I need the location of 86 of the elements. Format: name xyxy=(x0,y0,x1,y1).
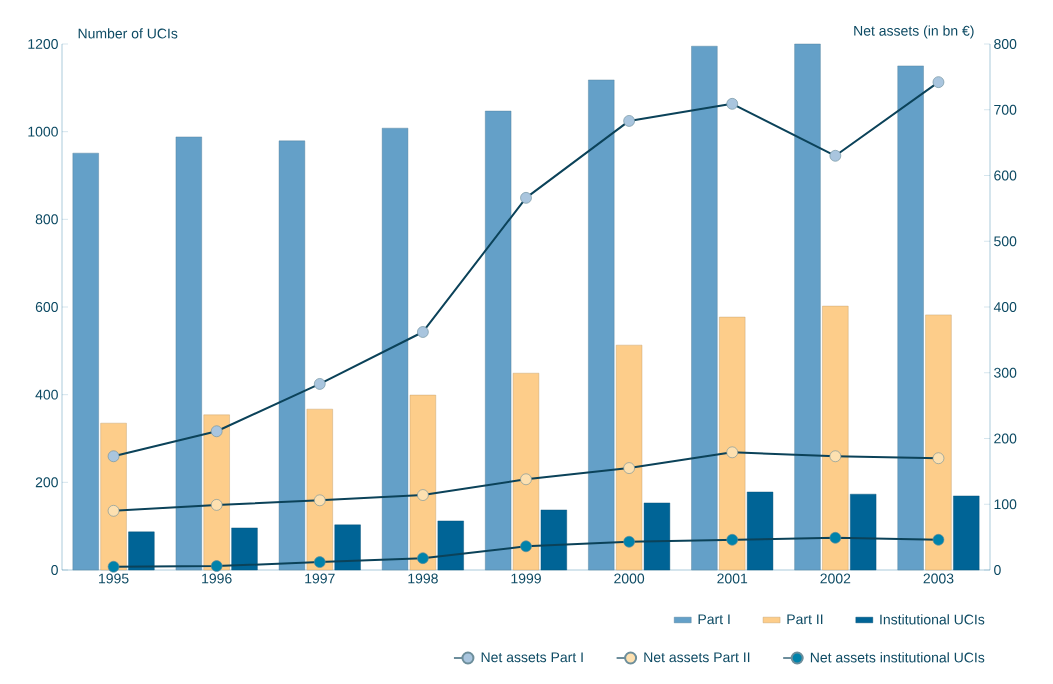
point xyxy=(932,533,945,546)
bar xyxy=(334,524,361,571)
point xyxy=(932,76,945,88)
x-tick-label: 1998 xyxy=(408,573,438,584)
point xyxy=(417,552,429,564)
bar xyxy=(231,527,258,571)
y2-tick-label: 200 xyxy=(994,433,1017,444)
x-tick-label: 2003 xyxy=(923,573,954,584)
legend-label: Net assets Part II xyxy=(644,652,750,663)
point xyxy=(829,450,842,463)
bar xyxy=(540,509,567,571)
y2-axis-title: Net assets (in bn €) xyxy=(854,25,974,39)
legend-label: Part II xyxy=(787,614,823,625)
bar xyxy=(485,110,512,571)
legend-label: Net assets Part I xyxy=(481,652,583,663)
point xyxy=(313,556,326,568)
legend-label: Net assets institutional UCIs xyxy=(810,652,985,663)
point xyxy=(210,499,223,511)
y-tick-label: 800 xyxy=(35,214,58,225)
point xyxy=(520,540,532,553)
point xyxy=(520,192,532,204)
y-tick-label: 1000 xyxy=(28,126,58,137)
x-tick-label: 1995 xyxy=(99,573,129,584)
bar xyxy=(897,65,924,571)
y2-tick-label: 800 xyxy=(994,39,1017,49)
legend-label: Part I xyxy=(698,614,730,625)
point xyxy=(520,473,532,486)
x-tick-label: 2002 xyxy=(820,573,851,584)
bar xyxy=(616,344,643,571)
point xyxy=(623,535,635,548)
point xyxy=(210,425,223,438)
y2-tick-label: 300 xyxy=(994,367,1017,378)
legend-label: Institutional UCIs xyxy=(880,614,985,625)
bar xyxy=(175,136,202,571)
point xyxy=(313,378,326,390)
bar xyxy=(953,495,980,571)
y2-tick-label: 0 xyxy=(994,565,1001,575)
point xyxy=(932,452,945,465)
bar xyxy=(691,45,718,571)
y-tick-label: 600 xyxy=(35,302,58,312)
bar xyxy=(437,520,464,571)
point xyxy=(726,446,739,459)
point xyxy=(313,494,326,507)
point xyxy=(107,450,120,463)
point xyxy=(623,115,635,127)
bar xyxy=(512,372,540,571)
bar xyxy=(588,79,615,571)
bar xyxy=(128,531,155,571)
bar xyxy=(72,152,99,571)
x-tick-label: 1996 xyxy=(202,573,232,584)
bar xyxy=(746,491,774,571)
x-tick-label: 1999 xyxy=(511,573,541,584)
bar xyxy=(381,127,409,571)
point xyxy=(107,560,120,573)
y-tick-label: 400 xyxy=(35,389,58,400)
bar xyxy=(850,493,877,571)
point xyxy=(623,462,635,474)
point xyxy=(417,326,429,338)
bar xyxy=(278,140,306,571)
y-tick-label: 200 xyxy=(35,477,58,488)
y2-tick-label: 600 xyxy=(994,170,1017,181)
point xyxy=(417,489,429,501)
point xyxy=(829,149,842,162)
x-tick-label: 1997 xyxy=(305,573,335,584)
point xyxy=(829,531,842,544)
x-tick-label: 2001 xyxy=(717,573,748,584)
point xyxy=(726,98,739,110)
x-tick-label: 2000 xyxy=(614,573,645,584)
bar xyxy=(409,394,436,571)
point xyxy=(107,505,120,517)
bar xyxy=(643,502,671,571)
bar xyxy=(100,422,127,571)
bar xyxy=(306,408,333,571)
y-tick-label: 1200 xyxy=(28,39,58,49)
y-tick-label: 0 xyxy=(51,565,58,575)
y2-tick-label: 100 xyxy=(994,499,1017,510)
y2-tick-label: 500 xyxy=(994,236,1017,247)
bar xyxy=(822,305,849,571)
point xyxy=(726,533,739,546)
y2-tick-label: 700 xyxy=(994,104,1017,115)
y2-tick-label: 400 xyxy=(993,302,1017,312)
bar xyxy=(925,314,952,571)
bar xyxy=(719,316,746,571)
point xyxy=(210,560,223,572)
y-axis-title: Number of UCIs xyxy=(78,28,178,39)
bar xyxy=(794,43,821,571)
